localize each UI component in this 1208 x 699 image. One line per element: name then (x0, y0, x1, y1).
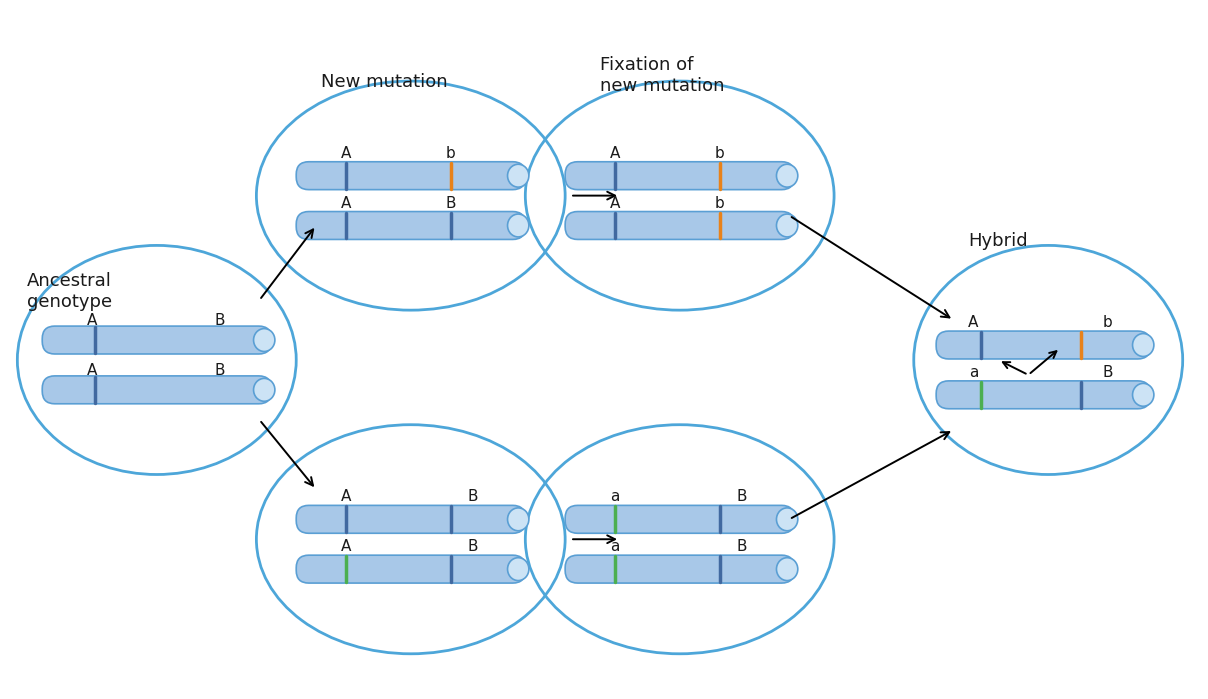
Text: b: b (1103, 315, 1113, 330)
Text: New mutation: New mutation (321, 73, 448, 91)
Ellipse shape (507, 558, 529, 581)
Text: a: a (610, 539, 620, 554)
FancyBboxPatch shape (296, 161, 525, 189)
Text: A: A (87, 363, 97, 378)
FancyBboxPatch shape (296, 212, 525, 240)
FancyBboxPatch shape (936, 381, 1150, 409)
FancyBboxPatch shape (42, 326, 272, 354)
Text: B: B (736, 489, 747, 505)
Text: b: b (715, 146, 725, 161)
Ellipse shape (777, 164, 797, 187)
Text: b: b (446, 146, 455, 161)
FancyBboxPatch shape (565, 212, 794, 240)
Text: B: B (214, 313, 225, 328)
FancyBboxPatch shape (565, 555, 794, 583)
Text: A: A (341, 196, 352, 210)
Text: Hybrid: Hybrid (969, 233, 1028, 250)
Text: B: B (467, 539, 478, 554)
Ellipse shape (507, 164, 529, 187)
Ellipse shape (254, 329, 275, 352)
Ellipse shape (777, 558, 797, 581)
Text: B: B (214, 363, 225, 378)
Ellipse shape (1133, 333, 1154, 356)
Ellipse shape (1133, 383, 1154, 406)
Ellipse shape (777, 214, 797, 237)
FancyBboxPatch shape (565, 505, 794, 533)
Text: A: A (341, 146, 352, 161)
Text: B: B (467, 489, 478, 505)
Ellipse shape (254, 378, 275, 401)
Text: Fixation of
new mutation: Fixation of new mutation (600, 56, 725, 95)
Ellipse shape (507, 214, 529, 237)
Text: a: a (969, 365, 978, 380)
Text: b: b (715, 196, 725, 210)
Ellipse shape (507, 508, 529, 531)
Text: B: B (446, 196, 455, 210)
Text: A: A (969, 315, 978, 330)
FancyBboxPatch shape (936, 331, 1150, 359)
Ellipse shape (777, 508, 797, 531)
FancyBboxPatch shape (296, 555, 525, 583)
Text: B: B (736, 539, 747, 554)
Text: Ancestral
genotype: Ancestral genotype (28, 273, 112, 311)
Text: A: A (610, 146, 620, 161)
Text: A: A (341, 539, 352, 554)
Text: B: B (1103, 365, 1114, 380)
Text: a: a (610, 489, 620, 505)
FancyBboxPatch shape (296, 505, 525, 533)
Text: A: A (341, 489, 352, 505)
Text: A: A (610, 196, 620, 210)
Text: A: A (87, 313, 97, 328)
FancyBboxPatch shape (42, 376, 272, 404)
FancyBboxPatch shape (565, 161, 794, 189)
